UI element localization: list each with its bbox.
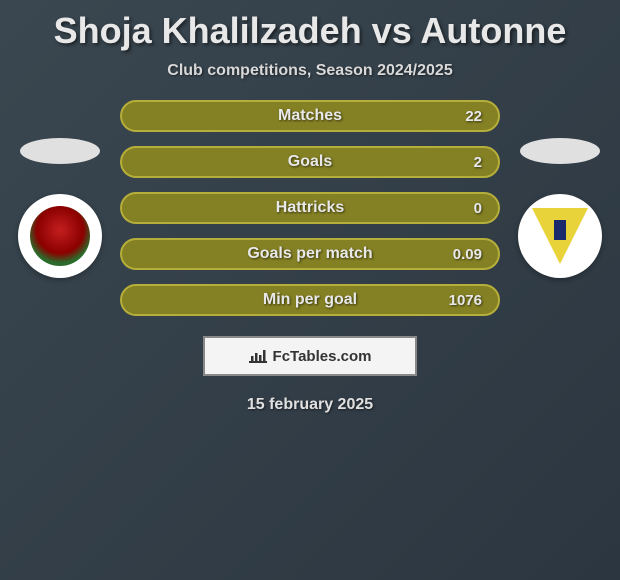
stat-row-goals: Goals 2	[120, 146, 500, 178]
bar-chart-icon	[249, 349, 267, 363]
footer-text: FcTables.com	[273, 348, 372, 365]
stat-label: Matches	[278, 107, 342, 125]
stat-row-matches: Matches 22	[120, 100, 500, 132]
left-column	[10, 138, 110, 278]
stat-value: 0	[474, 200, 482, 217]
stat-value: 0.09	[453, 246, 482, 263]
stat-bars: Matches 22 Goals 2 Hattricks 0 Goals per…	[110, 100, 510, 316]
player-face-placeholder-right	[520, 138, 600, 164]
club-logo-right	[518, 194, 602, 278]
stat-value: 2	[474, 154, 482, 171]
right-column	[510, 138, 610, 278]
page-subtitle: Club competitions, Season 2024/2025	[0, 62, 620, 80]
date-label: 15 february 2025	[0, 396, 620, 414]
stat-label: Min per goal	[263, 291, 357, 309]
stat-row-gpm: Goals per match 0.09	[120, 238, 500, 270]
stat-label: Goals	[288, 153, 332, 171]
stat-label: Goals per match	[247, 245, 372, 263]
club-logo-left-shape	[30, 206, 90, 266]
stat-row-hattricks: Hattricks 0	[120, 192, 500, 224]
player-face-placeholder-left	[20, 138, 100, 164]
club-logo-right-shape	[532, 208, 588, 264]
stat-value: 1076	[449, 292, 482, 309]
page-title: Shoja Khalilzadeh vs Autonne	[0, 0, 620, 52]
club-logo-left	[18, 194, 102, 278]
comparison-content: Matches 22 Goals 2 Hattricks 0 Goals per…	[0, 80, 620, 316]
footer-attribution: FcTables.com	[203, 336, 417, 376]
stat-value: 22	[465, 108, 482, 125]
stat-label: Hattricks	[276, 199, 344, 217]
stat-row-mpg: Min per goal 1076	[120, 284, 500, 316]
